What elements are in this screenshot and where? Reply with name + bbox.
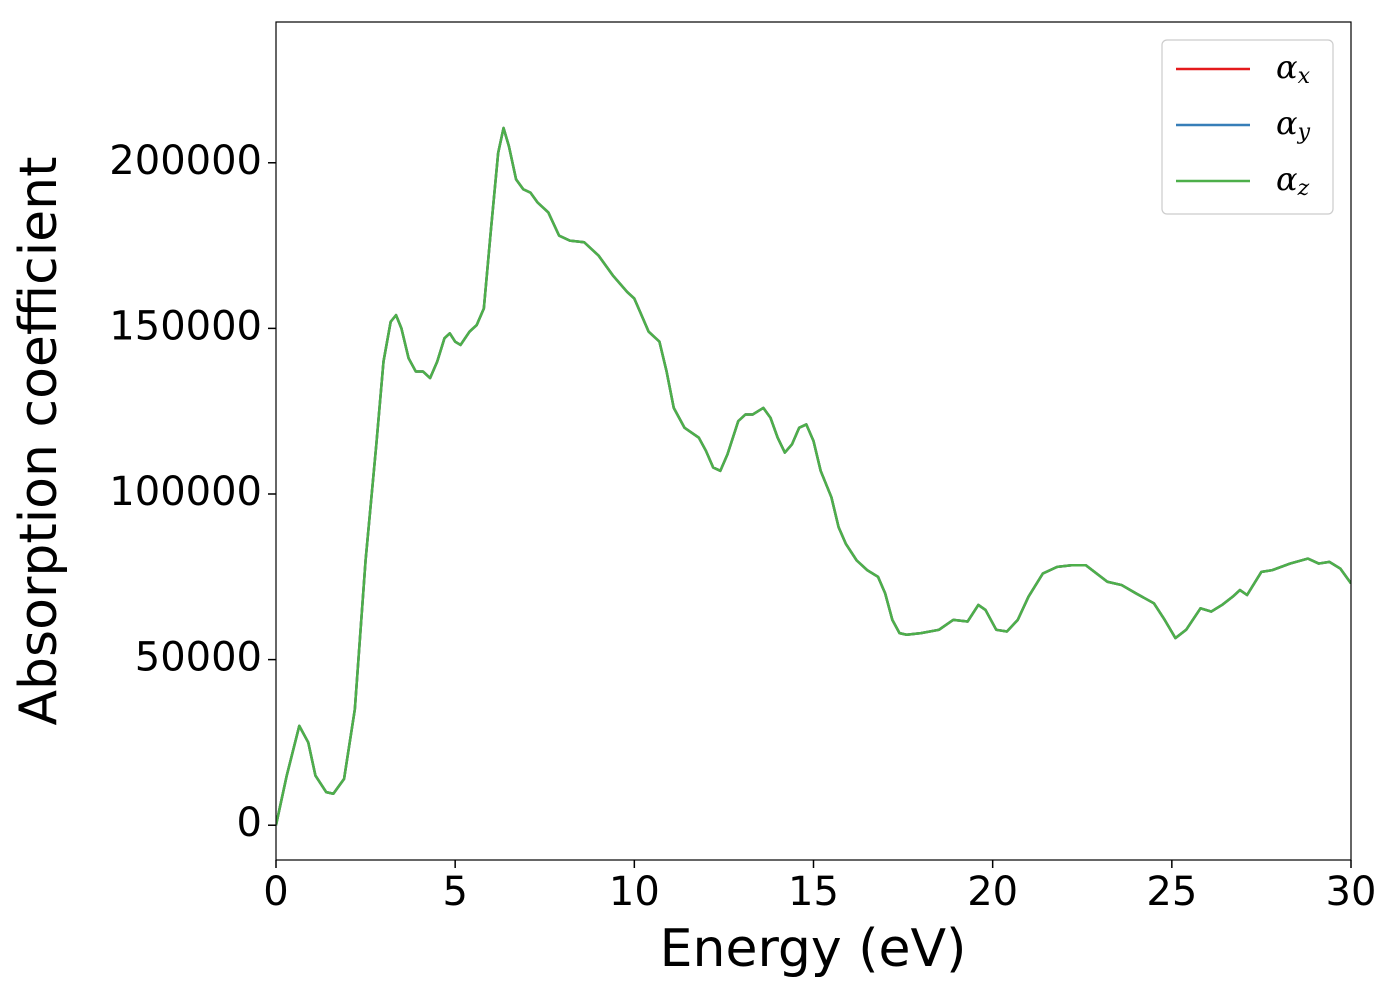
x-tick-label: 15 (788, 869, 839, 915)
x-tick-label: 20 (967, 869, 1018, 915)
y-tick-label: 150000 (109, 303, 262, 349)
legend-box (1161, 39, 1334, 215)
x-axis-label: Energy (eV) (660, 919, 967, 979)
x-tick-label: 5 (442, 869, 467, 915)
y-axis-label: Absorption coefficient (9, 156, 69, 725)
series-line (276, 126, 1351, 826)
legend-label: αz (1276, 160, 1310, 202)
x-tick-label: 30 (1326, 869, 1377, 915)
legend-label: αy (1276, 104, 1311, 146)
x-tick-label: 25 (1146, 869, 1197, 915)
y-tick-label: 200000 (109, 138, 262, 184)
x-tick-label: 0 (263, 869, 288, 915)
y-tick-label: 0 (237, 800, 262, 846)
y-tick-label: 100000 (109, 469, 262, 515)
y-tick-label: 50000 (135, 635, 262, 681)
plot-frame (275, 21, 1352, 861)
legend-label: αx (1276, 48, 1311, 90)
x-tick-label: 10 (609, 869, 660, 915)
